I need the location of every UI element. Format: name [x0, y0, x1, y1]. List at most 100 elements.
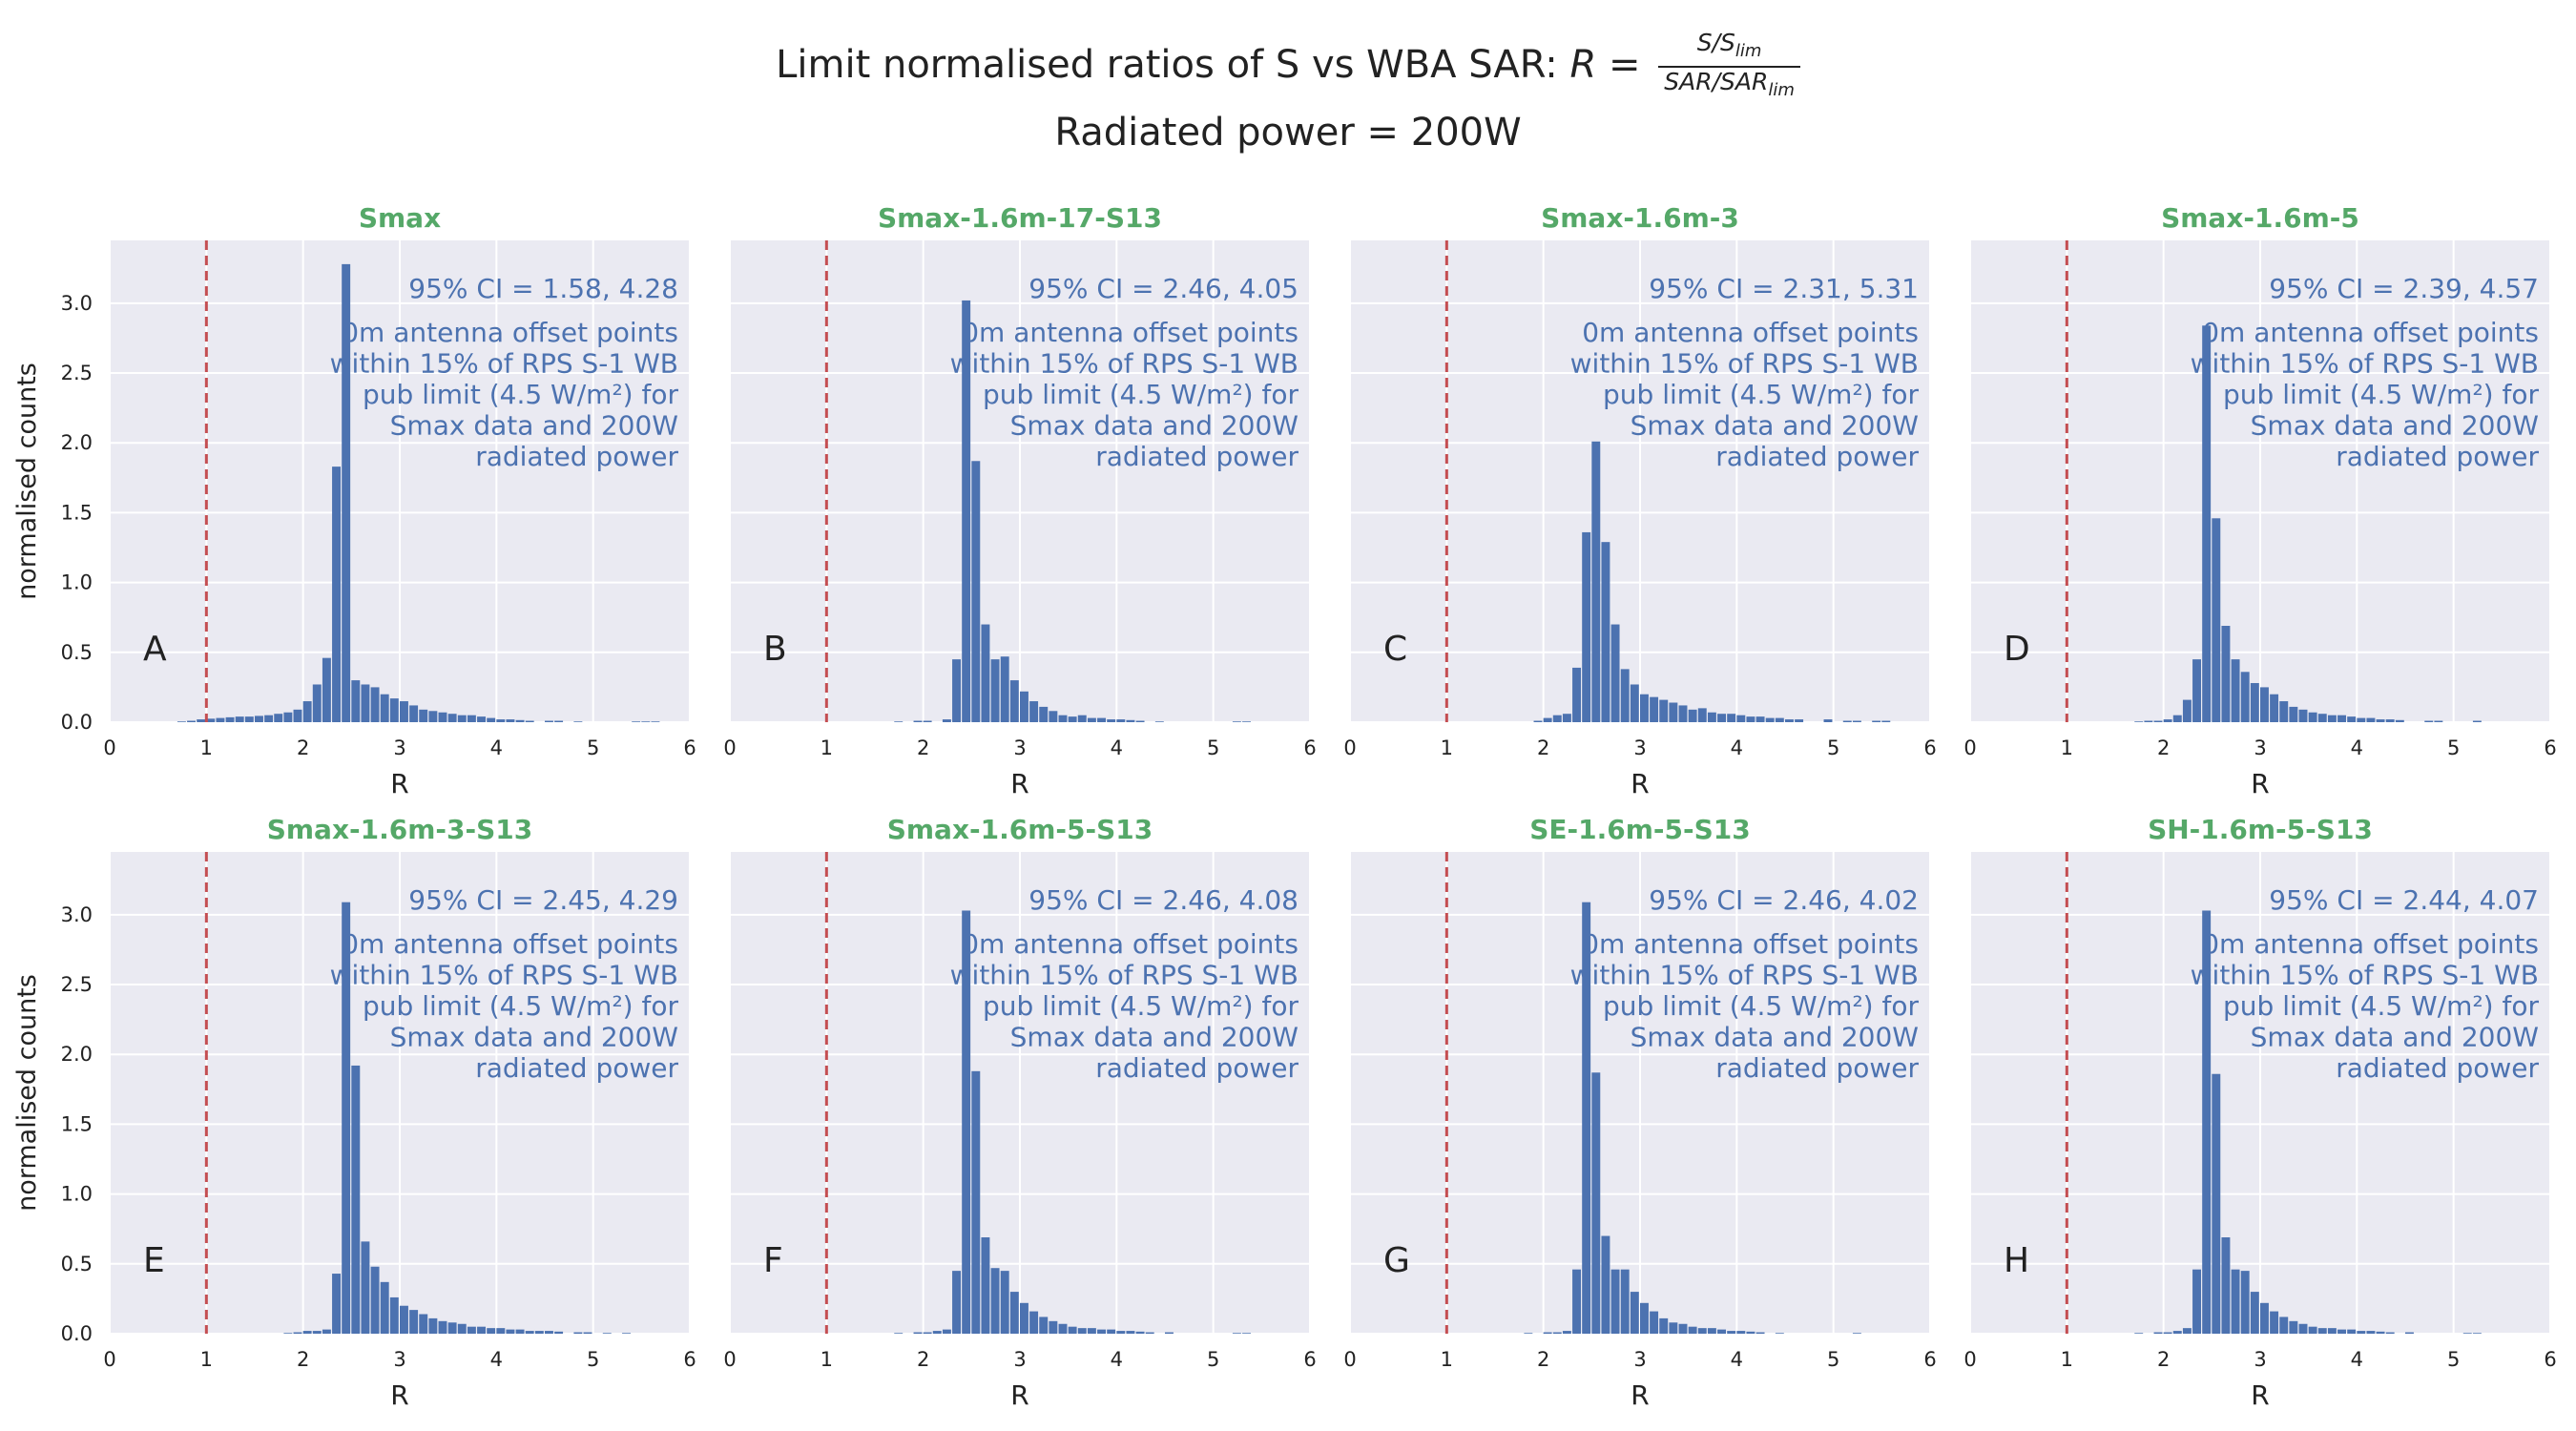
panel-letter: G — [1383, 1241, 1410, 1280]
histogram-bar — [2395, 719, 2404, 722]
description-annotation-line: pub limit (4.5 W/m²) for — [363, 990, 678, 1022]
histogram-bar — [1650, 696, 1659, 722]
histogram-bar — [293, 1332, 302, 1334]
figure-title-lhs: R = — [1569, 43, 1641, 87]
histogram-bar — [1746, 1331, 1755, 1334]
histogram-bar — [428, 711, 438, 722]
histogram-bar — [573, 1332, 583, 1334]
x-axis-label: R — [390, 768, 408, 799]
histogram-bar — [370, 1266, 380, 1334]
histogram-bar — [2182, 1328, 2192, 1334]
histogram-bar — [2279, 701, 2289, 722]
histogram-bar — [2250, 683, 2259, 722]
histogram-bar — [1000, 1271, 1009, 1334]
panel-title: SH-1.6m-5-S13 — [2148, 814, 2373, 845]
histogram-bar — [1591, 1072, 1601, 1334]
histogram-bar — [952, 1271, 961, 1334]
x-tick-label: 6 — [683, 736, 696, 759]
histogram-bar — [293, 709, 302, 722]
x-tick-label: 1 — [821, 736, 833, 759]
histogram-bar — [2202, 325, 2212, 722]
fraction-numerator-sub: lim — [1735, 41, 1762, 61]
fraction-denominator-sub: lim — [1768, 80, 1795, 100]
description-annotation-line: within 15% of RPS S-1 WB — [330, 348, 678, 380]
histogram-bar — [1601, 542, 1610, 722]
x-tick-label: 4 — [1731, 1348, 1743, 1371]
histogram-bar — [2337, 1329, 2346, 1334]
fraction-denominator: SAR/SARlim — [1658, 68, 1800, 105]
x-tick-label: 6 — [2544, 1348, 2556, 1371]
histogram-bar — [244, 716, 254, 722]
histogram-bar — [1107, 719, 1116, 722]
x-axis-label: R — [1631, 1379, 1649, 1411]
histogram-bar — [322, 1329, 331, 1334]
histogram-bar — [2298, 1323, 2308, 1334]
y-tick-label: 1.0 — [61, 1183, 93, 1206]
histogram-bar — [1049, 1320, 1058, 1334]
histogram-bar — [1717, 1329, 1726, 1334]
description-annotation-line: Smax data and 200W — [1631, 1022, 1919, 1053]
histogram-bar — [894, 721, 904, 722]
histogram-bar — [1116, 1331, 1126, 1334]
histogram-bar — [942, 719, 951, 722]
histogram-bar — [583, 1332, 592, 1334]
histogram-bar — [2298, 709, 2308, 722]
histogram-bar — [2376, 719, 2385, 722]
panel-c: Smax-1.6m-3 C 95% CI = 2.31, 5.31 0m antenn… — [1343, 202, 1936, 799]
histogram-bar — [1562, 1331, 1571, 1334]
histogram-bar — [2163, 1332, 2172, 1334]
histogram-bar — [1650, 1311, 1659, 1334]
y-tick-label: 1.5 — [61, 1112, 93, 1135]
histogram-bar — [216, 717, 225, 722]
x-tick-label: 1 — [1441, 736, 1453, 759]
description-annotation-line: 0m antenna offset points — [342, 317, 678, 348]
histogram-bar — [506, 719, 515, 722]
description-annotation-line: within 15% of RPS S-1 WB — [950, 348, 1298, 380]
histogram-bar — [312, 684, 322, 722]
histogram-bar — [496, 719, 506, 722]
histogram-bars — [2134, 910, 2482, 1334]
histogram-bar — [428, 1317, 438, 1334]
panel-title: Smax-1.6m-3 — [1541, 202, 1739, 234]
histogram-bar — [477, 716, 486, 722]
histogram-bar — [981, 624, 990, 722]
panel-letter: E — [143, 1241, 165, 1280]
histogram-bar — [1582, 531, 1591, 722]
panel-letter: H — [2004, 1241, 2029, 1280]
histogram-bar — [225, 716, 235, 722]
description-annotation-line: radiated power — [2336, 441, 2539, 472]
histogram-bar — [1669, 1322, 1678, 1334]
histogram-bar — [1154, 721, 1164, 722]
histogram-bar — [1659, 699, 1669, 722]
histogram-bar — [1068, 716, 1077, 722]
description-annotation-line: pub limit (4.5 W/m²) for — [2223, 379, 2539, 410]
x-tick-label: 4 — [2351, 1348, 2363, 1371]
description-annotation-line: within 15% of RPS S-1 WB — [330, 960, 678, 991]
y-tick-label: 3.0 — [61, 903, 93, 926]
y-tick-label: 1.5 — [61, 501, 93, 524]
histogram-bar — [573, 721, 583, 722]
histogram-bar — [1135, 1331, 1145, 1334]
histogram-bar — [1039, 1317, 1049, 1334]
histogram-bar — [2289, 1320, 2298, 1334]
x-tick-label: 0 — [1963, 736, 1976, 759]
x-tick-label: 6 — [1303, 736, 1316, 759]
figure-title-line1: Limit normalised ratios of S vs WBA SAR:… — [0, 29, 2576, 105]
panel-f: Smax-1.6m-5-S13 F 95% CI = 2.46, 4.08 0m an… — [723, 814, 1316, 1411]
histogram-bar — [496, 1328, 506, 1334]
histogram-bar — [2366, 717, 2376, 722]
histogram-bar — [1707, 712, 1716, 722]
description-annotation-line: Smax data and 200W — [1010, 1022, 1298, 1053]
description-annotation-line: within 15% of RPS S-1 WB — [2191, 348, 2539, 380]
histogram-bar — [971, 1070, 981, 1334]
histogram-bar — [2424, 720, 2434, 722]
histogram-bar — [2270, 1311, 2279, 1334]
ci-annotation: 95% CI = 1.58, 4.28 — [408, 273, 678, 304]
histogram-bar — [467, 1326, 476, 1334]
histogram-bar — [2163, 719, 2172, 722]
fraction-denominator-text: SAR/SAR — [1664, 68, 1769, 95]
histogram-bar — [351, 1065, 361, 1334]
histogram-bar — [2270, 694, 2279, 722]
histogram-bar — [1630, 1292, 1639, 1334]
